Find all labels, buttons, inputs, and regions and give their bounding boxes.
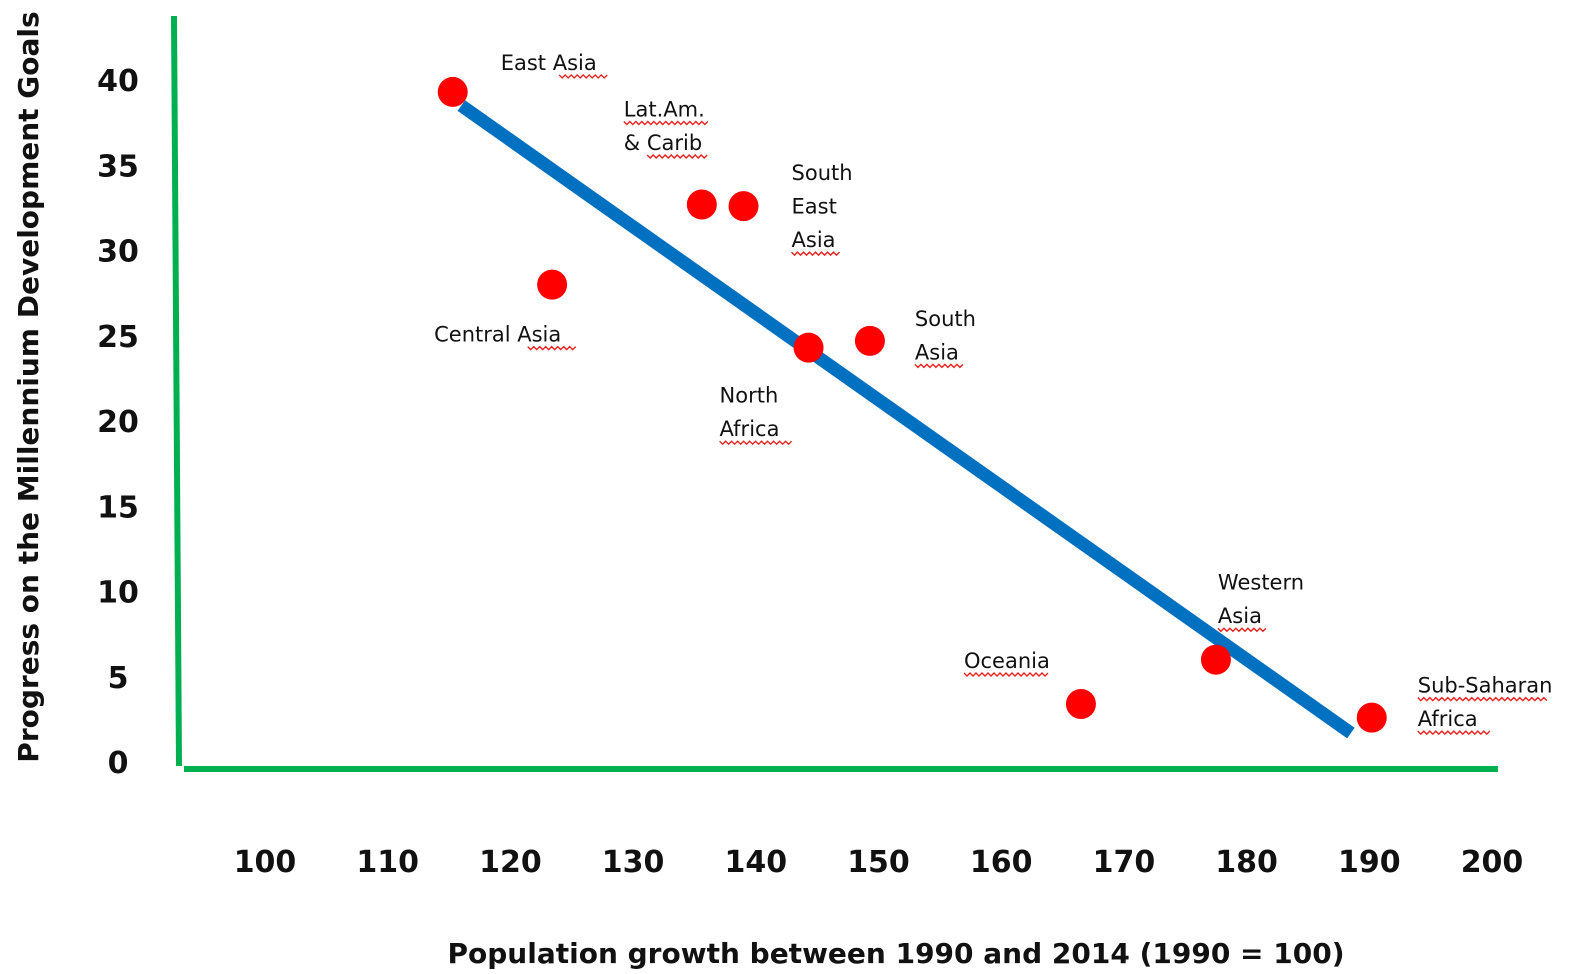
point-label: Africa	[1418, 707, 1478, 731]
data-point	[1065, 689, 1096, 720]
point-label: East Asia	[501, 51, 597, 75]
data-point	[793, 332, 824, 363]
data-point	[537, 269, 568, 300]
x-tick-label: 160	[970, 845, 1033, 880]
data-point	[1200, 644, 1231, 675]
y-tick-label: 35	[97, 149, 139, 184]
data-point	[728, 191, 759, 222]
spellcheck-underline	[1217, 627, 1267, 633]
point-label: Sub-Saharan	[1418, 674, 1553, 698]
point-label: North	[720, 384, 779, 408]
spellcheck-underline	[623, 120, 709, 126]
spellcheck-underline	[527, 345, 577, 351]
point-label: Africa	[720, 417, 780, 441]
x-tick-labels: 100 110 120 130 140 150 160 170 180 190 200	[234, 845, 1524, 880]
point-label: South	[792, 161, 853, 185]
point-label: & Carib	[624, 131, 702, 155]
data-point	[437, 76, 468, 107]
data-point	[686, 189, 717, 220]
y-tick-label: 40	[97, 64, 139, 99]
spellcheck-underline	[791, 251, 840, 257]
point-label: Western	[1218, 571, 1304, 595]
x-tick-label: 180	[1215, 845, 1278, 880]
y-tick-label: 20	[97, 405, 139, 440]
x-tick-label: 200	[1461, 845, 1524, 880]
point-label: Central Asia	[434, 323, 561, 347]
x-tick-label: 130	[602, 845, 665, 880]
x-tick-label: 110	[356, 845, 419, 880]
y-axis-title: Progress on the Millennium Development G…	[12, 11, 45, 762]
x-tick-label: 190	[1338, 845, 1401, 880]
x-axis-title: Population growth between 1990 and 2014 …	[448, 937, 1345, 970]
y-tick-label: 25	[97, 320, 139, 355]
spellcheck-underline	[646, 153, 708, 159]
point-label: Lat.Am.	[624, 97, 705, 121]
spellcheck-underline	[719, 440, 793, 446]
point-label: Oceania	[964, 649, 1050, 673]
spellcheck-underline	[1417, 730, 1491, 736]
x-tick-label: 150	[847, 845, 910, 880]
y-tick-label: 15	[97, 490, 139, 525]
x-tick-label: 140	[724, 845, 787, 880]
trendline-group	[457, 100, 1355, 739]
point-label: South	[915, 307, 976, 331]
point-label: Asia	[792, 228, 836, 252]
x-tick-label: 100	[234, 845, 297, 880]
data-point	[1356, 702, 1387, 733]
point-label: East	[792, 195, 837, 219]
y-tick-labels: 0 5 10 15 20 25 30 35 40	[97, 64, 139, 781]
y-tick-label: 5	[108, 661, 129, 696]
point-label: Asia	[1218, 604, 1262, 628]
data-point	[854, 325, 885, 356]
x-tick-label: 170	[1093, 845, 1156, 880]
spellcheck-underline	[1417, 696, 1548, 702]
point-label: Asia	[915, 340, 959, 364]
axes	[171, 15, 1498, 772]
point-labels: East Asia Central Asia Lat.Am. & Carib South…	[434, 51, 1553, 736]
y-tick-label: 30	[97, 235, 139, 270]
y-tick-label: 0	[108, 746, 129, 781]
x-tick-label: 120	[479, 845, 542, 880]
spellcheck-underline	[558, 73, 608, 79]
y-tick-label: 10	[97, 576, 139, 611]
data-points	[437, 76, 1387, 733]
y-axis-line	[171, 15, 182, 767]
spellcheck-underline	[914, 363, 964, 369]
trend-line	[457, 100, 1355, 739]
spellcheck-underline	[963, 672, 1049, 678]
